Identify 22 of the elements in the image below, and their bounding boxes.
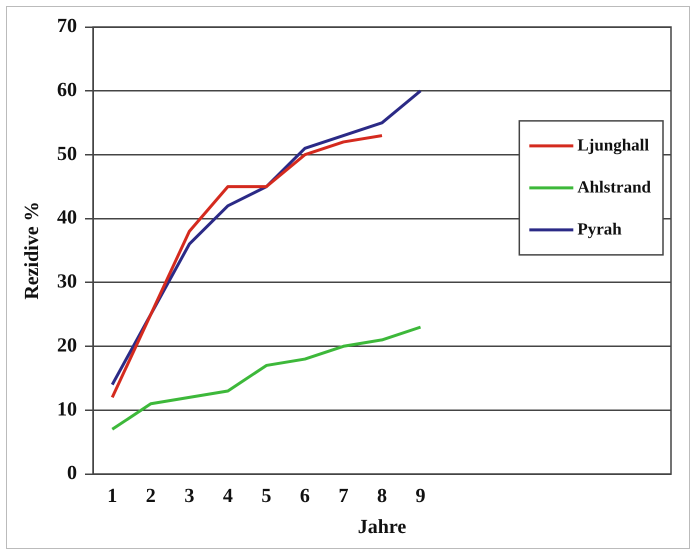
x-tick-label: 2 <box>146 485 156 508</box>
y-tick-label: 20 <box>57 334 77 356</box>
y-tick-label: 0 <box>67 462 77 484</box>
legend-label: Pyrah <box>577 219 622 238</box>
x-tick-label: 4 <box>222 485 233 508</box>
y-tick-label: 60 <box>57 79 77 102</box>
x-axis-title: Jahre <box>358 516 406 538</box>
x-tick-label: 9 <box>416 485 426 508</box>
x-tick-label: 8 <box>377 485 387 508</box>
y-axis-title: Rezidive % <box>21 201 44 300</box>
x-tick-label: 6 <box>300 485 310 508</box>
legend-label: Ahlstrand <box>577 177 652 196</box>
x-tick-label: 3 <box>184 485 194 508</box>
legend-label: Ljunghall <box>577 135 650 154</box>
y-tick-label: 30 <box>57 270 77 293</box>
x-tick-label: 7 <box>338 485 348 508</box>
y-tick-label: 50 <box>57 142 77 165</box>
y-tick-label: 70 <box>57 15 77 38</box>
x-tick-label: 5 <box>261 485 272 508</box>
y-tick-label: 10 <box>57 398 77 420</box>
x-tick-label: 1 <box>107 485 118 508</box>
y-tick-label: 40 <box>57 206 77 229</box>
